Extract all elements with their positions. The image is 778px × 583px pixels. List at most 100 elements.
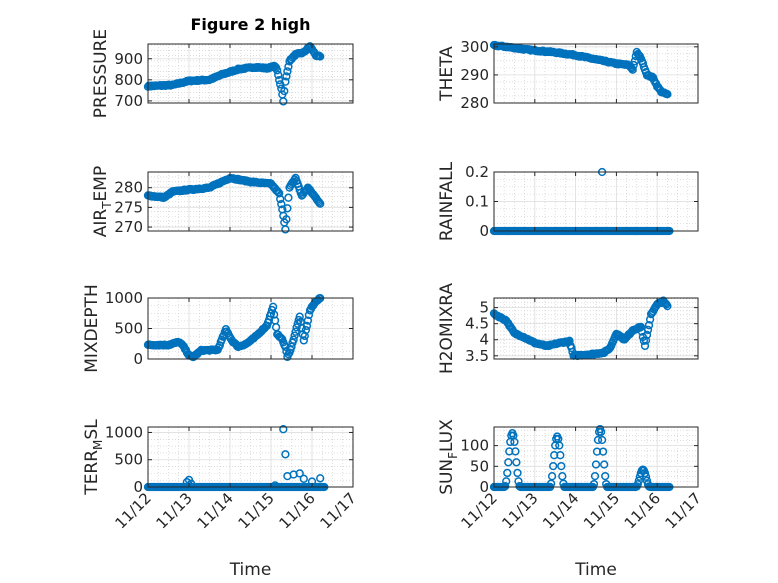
data-point [547, 472, 557, 481]
y-axis-label: THETA [437, 46, 457, 102]
y-tick-label: 4 [479, 331, 489, 349]
y-tick-label: 0 [479, 478, 489, 496]
data-point [182, 477, 192, 487]
data-point [316, 474, 325, 483]
y-tick-label: 700 [114, 92, 143, 110]
x-tick-label: 11/17 [317, 489, 360, 532]
data-point [503, 468, 512, 478]
data-point [283, 204, 292, 213]
y-tick-label: 900 [114, 50, 143, 68]
x-tick-label: 11/14 [539, 489, 582, 532]
data-point [643, 325, 653, 335]
data-point [269, 310, 279, 319]
x-tick-label: 11/14 [194, 489, 237, 532]
data-point [567, 343, 576, 353]
y-tick-label: 280 [460, 94, 489, 112]
y-axis-label: RAINFALL [437, 161, 457, 241]
data-point [290, 331, 299, 340]
data-point [663, 301, 672, 311]
y-tick-label: 0 [133, 478, 143, 496]
y-tick-label: 100 [460, 437, 489, 455]
data-point [279, 97, 288, 106]
y-tick-label: 300 [460, 38, 489, 56]
data-point [316, 199, 325, 208]
data-point [295, 469, 304, 478]
data-point [549, 461, 558, 471]
x-tick-label: 11/16 [276, 489, 319, 532]
y-tick-label: 270 [114, 218, 143, 236]
figure-title: Figure 2 high [191, 15, 311, 34]
data-series [489, 296, 672, 361]
data-point [556, 451, 565, 460]
y-tick-label: 0 [479, 222, 489, 240]
data-point [557, 461, 566, 471]
data-point [273, 66, 282, 75]
data-point [641, 472, 651, 481]
axes-box [493, 297, 699, 360]
data-point [641, 336, 651, 345]
data-point [284, 193, 293, 202]
y-tick-label: 50 [470, 457, 489, 475]
y-tick-label: 4.5 [465, 315, 489, 333]
data-point [642, 330, 652, 340]
data-point [279, 425, 288, 434]
axes-box [147, 426, 354, 488]
data-point [281, 77, 290, 86]
data-point [591, 460, 601, 469]
data-point [292, 323, 301, 332]
data-series [143, 294, 325, 362]
x-tick-label: 11/16 [621, 489, 664, 532]
y-tick-label: 1000 [105, 289, 143, 307]
data-point [301, 325, 311, 335]
x-tick-label: 11/13 [498, 489, 541, 532]
y-axis-label: SUNFLUX [437, 419, 460, 495]
data-point [300, 331, 309, 341]
y-axis-label: PRESSURE [91, 29, 111, 118]
data-point [280, 86, 289, 96]
x-axis-label: Time [574, 560, 617, 580]
data-series [143, 173, 325, 234]
data-point [644, 321, 654, 330]
y-axis-label: MIXDEPTH [82, 284, 102, 373]
data-point [597, 435, 607, 445]
y-tick-label: 0.1 [465, 193, 489, 211]
y-axis-label: H2OMIXRA [437, 283, 457, 374]
y-tick-label: 500 [114, 320, 143, 338]
data-point [593, 435, 603, 445]
data-point [555, 441, 564, 450]
data-point [295, 312, 304, 321]
data-point [315, 198, 324, 207]
data-point [590, 471, 600, 481]
y-axis-label: AIRTEMP [91, 166, 114, 237]
data-point [598, 447, 608, 456]
data-point [283, 67, 292, 76]
y-tick-label: 800 [114, 71, 143, 89]
y-tick-label: 280 [114, 179, 143, 197]
y-tick-label: 3.5 [465, 347, 489, 365]
data-point [302, 321, 312, 331]
subplot-h2omixra: 3.544.55 H2OMIXRA [437, 283, 699, 374]
data-point [636, 322, 646, 332]
y-tick-label: 500 [114, 451, 143, 469]
data-point [663, 90, 672, 99]
data-point [600, 460, 609, 469]
data-point [501, 482, 510, 491]
data-point [629, 60, 638, 70]
data-point [284, 62, 293, 71]
data-point [276, 194, 285, 204]
data-point [291, 327, 300, 336]
data-point [628, 65, 637, 74]
data-point [511, 447, 520, 456]
y-tick-label: 0 [133, 350, 143, 368]
data-point [277, 334, 286, 343]
axes-box [493, 43, 699, 104]
data-point [282, 215, 291, 224]
x-tick-label: 11/13 [153, 489, 196, 532]
axes-box [147, 171, 354, 232]
data-point [512, 458, 521, 467]
